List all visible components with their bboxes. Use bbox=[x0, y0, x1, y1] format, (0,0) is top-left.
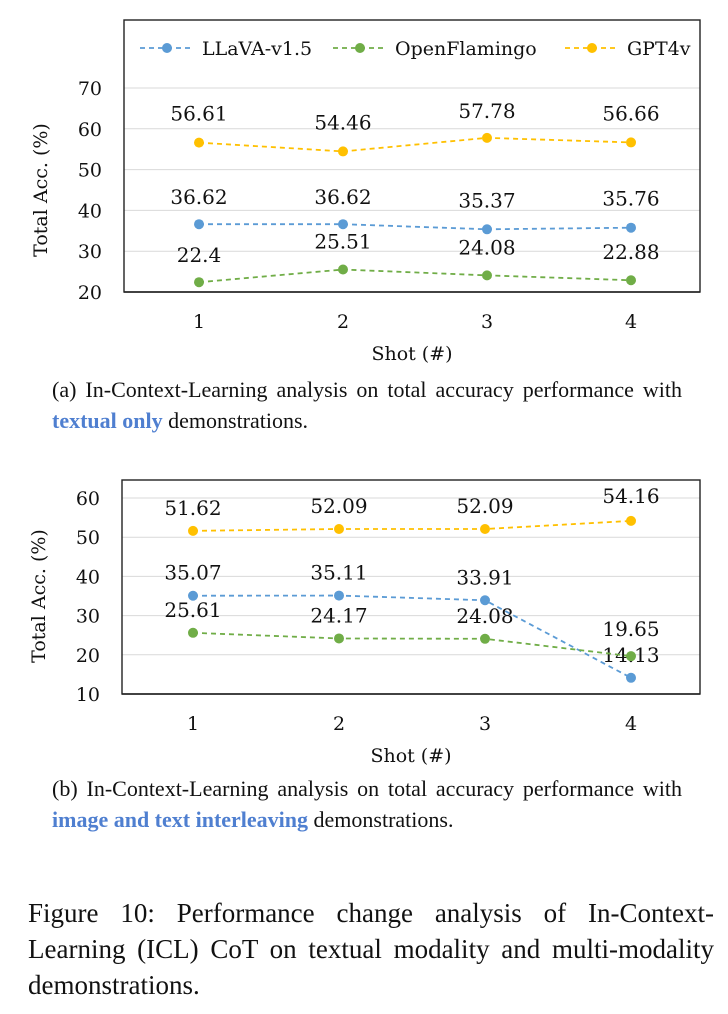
chart-b-ytick-label: 30 bbox=[76, 606, 100, 628]
chart-a-data-label: 22.4 bbox=[177, 243, 222, 267]
legend-label-0: LLaVA-v1.5 bbox=[202, 38, 312, 60]
chart-a-data-label: 25.51 bbox=[314, 230, 371, 254]
chart-b-y-axis-title: Total Acc. (%) bbox=[28, 529, 50, 663]
caption-b: (b) In-Context-Learning analysis on tota… bbox=[52, 773, 682, 835]
chart-a-data-point bbox=[194, 219, 204, 230]
chart-b-data-point bbox=[626, 651, 636, 662]
chart-b-data-point bbox=[626, 515, 636, 526]
legend-marker-1 bbox=[355, 43, 365, 53]
chart-a-data-label: 54.46 bbox=[314, 110, 371, 134]
chart-a-data-label: 56.66 bbox=[602, 101, 659, 125]
chart-b-series-line-2 bbox=[192, 519, 632, 532]
chart-b-data-point bbox=[334, 633, 344, 644]
chart-b-xtick-label: 2 bbox=[333, 713, 345, 735]
chart-a-y-axis-title: Total Acc. (%) bbox=[30, 123, 52, 257]
chart-a-ytick-label: 30 bbox=[78, 241, 102, 263]
chart-a-data-point bbox=[626, 137, 636, 148]
chart-b-data-point bbox=[480, 595, 490, 606]
chart-a-data-point bbox=[194, 277, 204, 288]
chart-b-series-line-0 bbox=[192, 594, 632, 679]
chart-a-data-label: 24.08 bbox=[458, 235, 515, 259]
chart-a-ytick-label: 40 bbox=[78, 200, 102, 222]
chart-b-ytick-label: 10 bbox=[76, 684, 100, 706]
caption-b-suffix: demonstrations. bbox=[308, 807, 454, 832]
chart-a-data-point bbox=[338, 219, 348, 230]
chart-b-data-point bbox=[626, 672, 636, 683]
chart-a-xtick-label: 4 bbox=[625, 311, 637, 333]
chart-b-xtick-label: 4 bbox=[625, 713, 637, 735]
chart-a-series-line-0 bbox=[199, 223, 632, 231]
legend-marker-2 bbox=[587, 43, 597, 53]
caption-b-highlight: image and text interleaving bbox=[52, 807, 309, 832]
chart-b-xtick-label: 1 bbox=[187, 713, 199, 735]
chart-b-frame bbox=[121, 479, 701, 695]
chart-b-data-point bbox=[188, 627, 198, 638]
chart-b-data-label: 33.91 bbox=[456, 565, 513, 589]
chart-a-ytick-label: 60 bbox=[78, 119, 102, 141]
chart-b-data-label: 19.65 bbox=[602, 617, 659, 641]
chart-a-xtick-label: 3 bbox=[481, 311, 493, 333]
figure-caption: Figure 10: Performance change analysis o… bbox=[28, 898, 714, 1000]
chart-b-data-label: 51.62 bbox=[164, 496, 221, 520]
chart-b-data-point bbox=[188, 590, 198, 601]
chart-a-data-point bbox=[482, 224, 492, 235]
chart-b-data-label: 52.09 bbox=[456, 494, 513, 518]
chart-b-xtick-label: 3 bbox=[479, 713, 491, 735]
chart-b-data-label: 25.61 bbox=[164, 598, 221, 622]
chart-a-ytick-label: 70 bbox=[78, 78, 102, 100]
chart-a-data-label: 36.62 bbox=[170, 185, 227, 209]
chart-b-data-label: 54.16 bbox=[602, 484, 659, 508]
chart-a-frame bbox=[123, 19, 701, 293]
chart-b-data-label: 35.07 bbox=[164, 561, 221, 585]
legend-marker-0 bbox=[162, 43, 172, 53]
chart-a-xtick-label: 1 bbox=[193, 311, 205, 333]
chart-a-xtick-label: 2 bbox=[337, 311, 349, 333]
chart-b-x-axis-title: Shot (#) bbox=[370, 745, 451, 767]
chart-b-series-line-1 bbox=[192, 631, 632, 658]
chart-a-data-label: 36.62 bbox=[314, 185, 371, 209]
caption-a-suffix: demonstrations. bbox=[162, 408, 309, 433]
legend-label-2: GPT4v bbox=[627, 38, 691, 60]
chart-a-data-label: 57.78 bbox=[458, 99, 515, 123]
chart-b-ytick-label: 40 bbox=[76, 566, 100, 588]
chart-a-data-point bbox=[626, 275, 636, 286]
chart-a-ytick-label: 20 bbox=[78, 282, 102, 304]
caption-b-prefix: (b) In-Context-Learning analysis on tota… bbox=[52, 776, 682, 801]
caption-a-prefix: (a) In-Context-Learning analysis on tota… bbox=[52, 377, 682, 402]
chart-a-data-point bbox=[482, 132, 492, 143]
chart-a-data-point bbox=[338, 264, 348, 275]
chart-a-data-point bbox=[626, 222, 636, 233]
chart-b-ytick-label: 20 bbox=[76, 645, 100, 667]
caption-a-highlight: textual only bbox=[52, 408, 163, 433]
chart-b-data-point bbox=[480, 633, 490, 644]
chart-a-data-label: 22.88 bbox=[602, 240, 659, 264]
chart-a-data-label: 35.37 bbox=[458, 188, 515, 212]
chart-b: 10 20 30 40 50 60 1 2 3 4 Shot (#) Total Acc. (%) 35… bbox=[28, 479, 701, 767]
chart-b-data-point bbox=[334, 524, 344, 535]
chart-a-ytick-label: 50 bbox=[78, 160, 102, 182]
chart-b-data-point bbox=[334, 590, 344, 601]
chart-a-series-line-2 bbox=[198, 136, 632, 153]
caption-a: (a) In-Context-Learning analysis on tota… bbox=[52, 374, 682, 436]
chart-a-series-line-1 bbox=[198, 268, 632, 284]
chart-b-data-label: 24.17 bbox=[310, 603, 367, 627]
chart-a-data-point bbox=[338, 146, 348, 157]
chart-a-data-label: 56.61 bbox=[170, 102, 227, 126]
chart-a-data-label: 35.76 bbox=[602, 187, 659, 211]
legend-label-1: OpenFlamingo bbox=[395, 38, 537, 60]
chart-a-x-axis-title: Shot (#) bbox=[371, 343, 452, 365]
chart-b-data-label: 24.08 bbox=[456, 604, 513, 628]
chart-a: 20 30 40 50 60 70 1 2 3 4 Shot (#) Total Acc. (%) 36… bbox=[30, 19, 701, 365]
chart-b-ytick-label: 50 bbox=[76, 527, 100, 549]
chart-a-data-point bbox=[482, 270, 492, 281]
chart-b-data-point bbox=[480, 524, 490, 535]
chart-a-data-point bbox=[194, 137, 204, 148]
chart-b-data-label: 35.11 bbox=[310, 561, 367, 585]
chart-b-data-label: 52.09 bbox=[310, 494, 367, 518]
chart-b-data-point bbox=[188, 525, 198, 536]
chart-b-ytick-label: 60 bbox=[76, 488, 100, 510]
